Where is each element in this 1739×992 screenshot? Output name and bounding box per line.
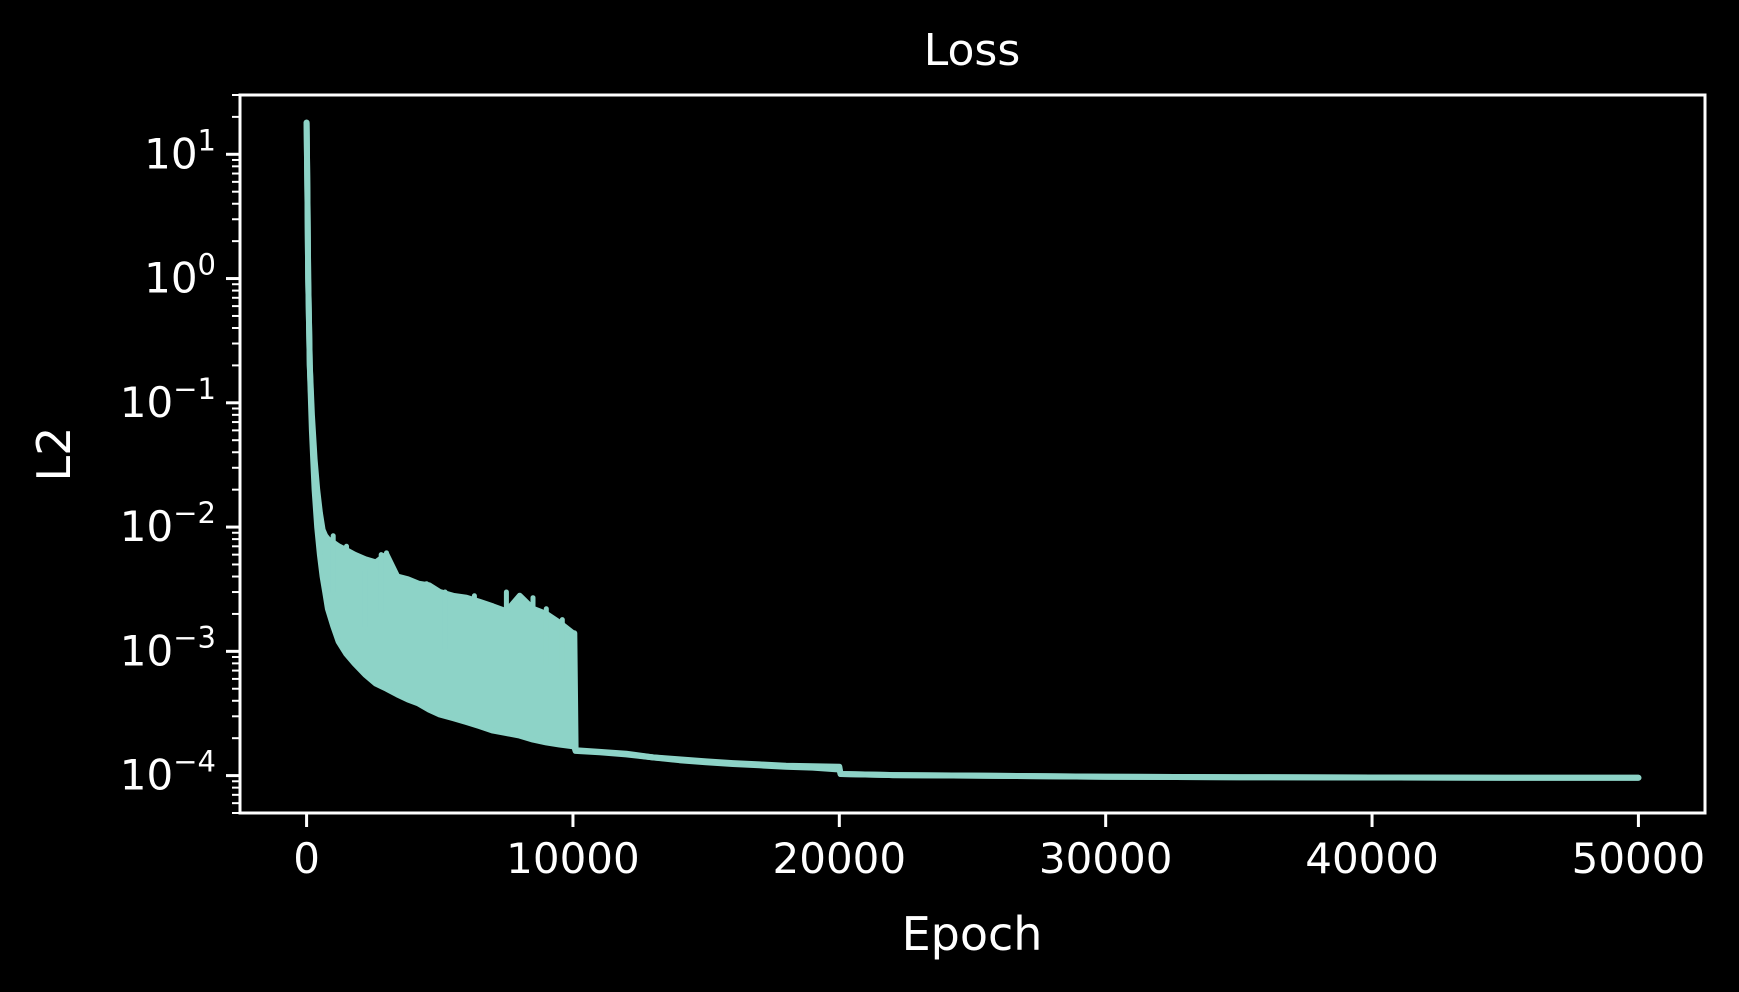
x-tick-label: 20000 [773,834,907,883]
x-tick-label: 50000 [1572,834,1706,883]
loss-line-lower [303,119,1642,781]
y-tick-label: 10−3 [120,620,216,675]
y-tick-label: 101 [144,123,216,178]
y-tick-label: 100 [144,248,216,303]
y-tick-base: 10 [144,129,197,178]
x-tick-label: 0 [293,834,320,883]
x-axis: 0 10000 20000 30000 40000 50000 [293,813,1705,883]
plot-area [303,119,1642,781]
y-tick-exponent: 1 [198,123,216,157]
axes-frame [238,93,1707,815]
x-axis-label: Epoch [902,907,1043,961]
x-tick-label: 10000 [506,834,640,883]
y-tick-label: 10−1 [120,372,216,427]
y-tick-label: 10−4 [120,745,216,800]
x-tick-label: 30000 [1039,834,1173,883]
y-tick-base: 10 [120,626,173,675]
y-tick-base: 10 [120,751,173,800]
y-tick-exponent: −1 [173,372,216,406]
y-tick-exponent: 0 [198,248,216,282]
y-tick-exponent: −3 [173,620,216,654]
chart-title: Loss [924,25,1021,76]
y-tick-base: 10 [120,502,173,551]
y-tick-label: 10−2 [120,496,216,551]
x-tick-label: 40000 [1305,834,1439,883]
y-tick-base: 10 [120,378,173,427]
y-tick-exponent: −2 [173,496,216,530]
y-axis-label: L2 [27,427,81,482]
y-tick-base: 10 [144,254,197,303]
y-tick-exponent: −4 [173,745,216,779]
